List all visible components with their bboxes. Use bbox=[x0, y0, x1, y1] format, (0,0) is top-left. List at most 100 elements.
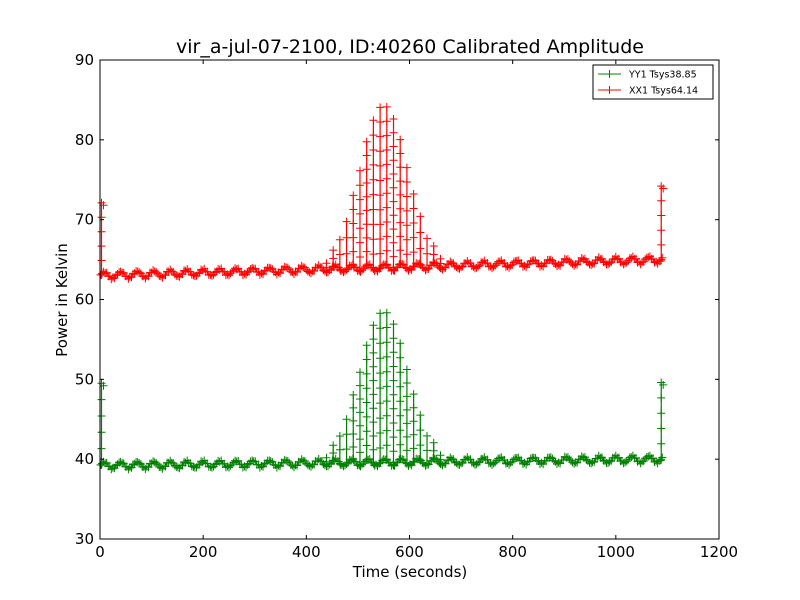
spike-marker bbox=[376, 161, 385, 170]
edge-spike-marker bbox=[659, 184, 668, 193]
spike-marker bbox=[382, 426, 391, 435]
spike-marker bbox=[362, 398, 371, 407]
y-tick-label: 80 bbox=[75, 131, 94, 149]
spike-marker bbox=[369, 445, 378, 454]
spike-marker bbox=[362, 151, 371, 160]
x-tick-label: 1000 bbox=[597, 543, 635, 561]
spike-marker bbox=[349, 219, 358, 228]
spike-marker bbox=[423, 431, 431, 440]
spike-marker bbox=[396, 397, 405, 406]
spike-marker bbox=[369, 335, 378, 344]
spike-marker bbox=[369, 432, 378, 440]
edge-spike-marker bbox=[97, 227, 106, 236]
spike-marker bbox=[382, 117, 391, 126]
edge-spike-marker bbox=[657, 240, 666, 249]
spike-marker bbox=[356, 209, 364, 218]
data-point bbox=[474, 262, 483, 271]
data-point bbox=[605, 259, 614, 268]
legend-marker bbox=[605, 86, 614, 94]
edge-spike-marker bbox=[97, 395, 106, 404]
spike-marker bbox=[362, 192, 371, 201]
spike-marker bbox=[369, 235, 378, 244]
legend-box bbox=[592, 64, 714, 100]
edge-spike-marker bbox=[97, 428, 106, 437]
y-tick-label: 50 bbox=[75, 370, 94, 388]
spike-marker bbox=[396, 135, 405, 144]
spike-marker bbox=[416, 228, 425, 237]
spike-marker bbox=[335, 445, 344, 454]
spike-marker bbox=[362, 412, 371, 421]
spike-marker bbox=[382, 131, 391, 140]
spike-marker bbox=[429, 242, 438, 250]
spike-marker bbox=[369, 175, 378, 184]
spike-marker bbox=[335, 235, 344, 244]
spike-marker bbox=[369, 348, 378, 357]
x-tick-label: 600 bbox=[395, 543, 424, 561]
series-0 bbox=[96, 308, 668, 474]
spike-marker bbox=[396, 353, 405, 362]
legend-item: XX1 Tsys64.14 bbox=[598, 86, 698, 97]
edge-spike-marker bbox=[657, 424, 666, 433]
spike-marker bbox=[396, 440, 405, 449]
spike-marker bbox=[416, 411, 425, 420]
spike-marker bbox=[396, 411, 405, 420]
spike-marker bbox=[382, 338, 391, 347]
spike-marker bbox=[396, 218, 405, 227]
y-tick-label: 60 bbox=[75, 291, 94, 309]
spike-marker bbox=[369, 404, 378, 413]
spike-marker bbox=[396, 382, 405, 391]
spike-marker bbox=[389, 362, 398, 371]
spike-marker bbox=[369, 362, 378, 371]
legend-marker bbox=[605, 70, 614, 78]
spike-marker bbox=[369, 116, 378, 125]
spike-marker bbox=[362, 369, 371, 378]
spike-marker bbox=[382, 441, 391, 450]
spike-marker bbox=[389, 170, 398, 178]
spike-marker bbox=[389, 197, 398, 206]
spike-marker bbox=[362, 137, 371, 146]
spike-marker bbox=[402, 379, 411, 387]
spike-marker bbox=[356, 421, 364, 430]
spike-marker bbox=[362, 247, 371, 256]
spike-marker bbox=[396, 204, 405, 213]
edge-spike-marker bbox=[657, 211, 666, 220]
spike-marker bbox=[402, 250, 411, 259]
spike-marker bbox=[342, 217, 351, 226]
y-tick-label: 30 bbox=[75, 530, 94, 548]
spike-marker bbox=[349, 403, 358, 412]
spike-marker bbox=[396, 246, 405, 255]
spike-marker bbox=[423, 234, 431, 243]
spike-marker bbox=[329, 449, 338, 457]
spike-marker bbox=[389, 376, 398, 385]
spike-marker bbox=[409, 430, 418, 439]
chart-title: vir_a-jul-07-2100, ID:40260 Calibrated A… bbox=[176, 36, 644, 58]
spike-marker bbox=[349, 390, 358, 399]
spike-marker bbox=[342, 430, 351, 439]
spike-marker bbox=[382, 102, 391, 111]
spike-marker bbox=[389, 183, 398, 192]
spike-marker bbox=[389, 390, 398, 399]
spike-marker bbox=[416, 426, 425, 435]
spike-marker bbox=[389, 419, 398, 427]
spike-marker bbox=[389, 142, 398, 151]
spike-marker bbox=[382, 189, 391, 198]
spike-marker bbox=[349, 416, 358, 425]
spike-marker bbox=[436, 254, 445, 263]
spike-marker bbox=[376, 429, 385, 437]
edge-spike-marker bbox=[657, 409, 666, 418]
spike-marker bbox=[369, 131, 378, 140]
spike-marker bbox=[349, 443, 358, 451]
spike-marker bbox=[423, 446, 431, 455]
y-tick-label: 40 bbox=[75, 450, 94, 468]
spike-marker bbox=[322, 259, 331, 268]
spike-marker bbox=[369, 418, 378, 427]
spike-marker bbox=[356, 166, 364, 175]
spike-marker bbox=[356, 395, 364, 403]
edge-spike-marker bbox=[97, 444, 106, 453]
edge-spike-marker bbox=[97, 256, 106, 265]
spike-marker bbox=[362, 233, 371, 242]
legend-label: YY1 Tsys38.85 bbox=[628, 70, 697, 81]
spike-marker bbox=[362, 441, 371, 450]
x-tick-label: 800 bbox=[498, 543, 527, 561]
spike-marker bbox=[376, 384, 385, 393]
